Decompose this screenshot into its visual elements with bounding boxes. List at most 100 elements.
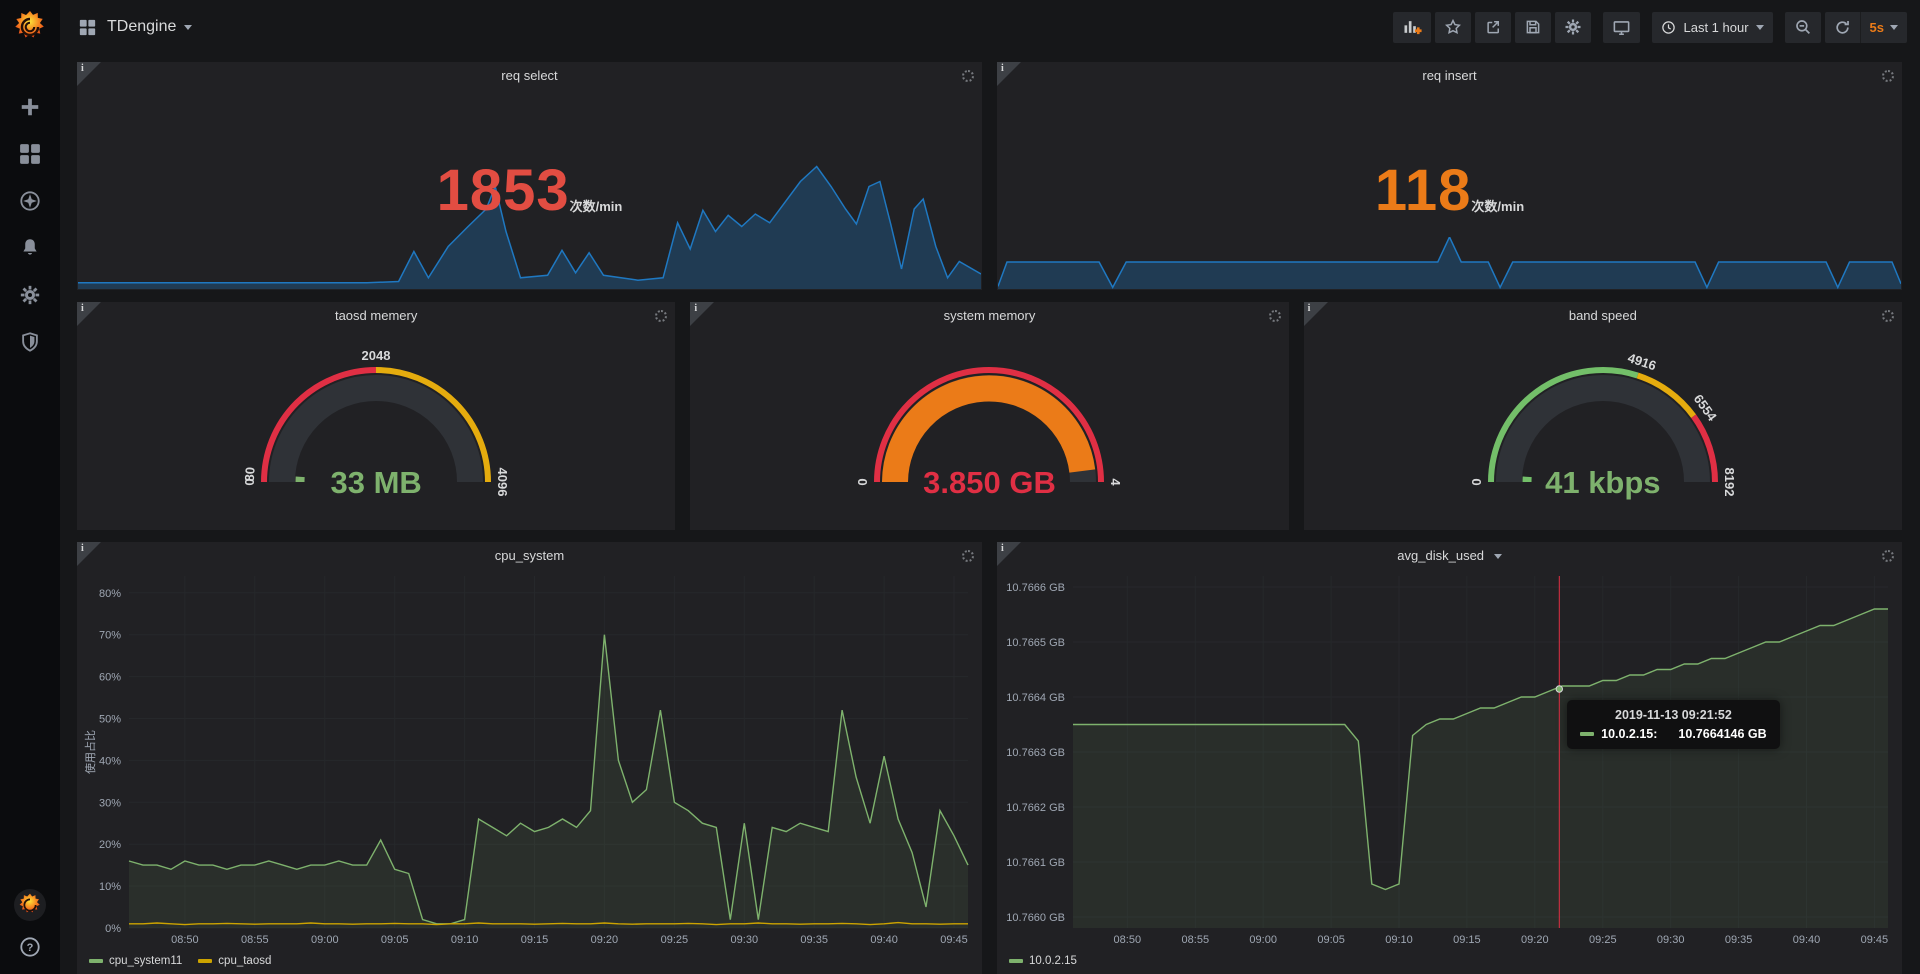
dashboard-settings-button[interactable] bbox=[1555, 12, 1591, 43]
explore-compass-icon[interactable] bbox=[19, 190, 41, 212]
save-icon bbox=[1524, 18, 1542, 36]
svg-text:08:50: 08:50 bbox=[171, 934, 199, 946]
svg-text:10.7660 GB: 10.7660 GB bbox=[1006, 912, 1065, 924]
server-admin-shield-icon[interactable] bbox=[19, 331, 41, 353]
svg-text:40%: 40% bbox=[99, 755, 121, 767]
refresh-interval-label: 5s bbox=[1870, 20, 1884, 35]
grafana-logo-icon bbox=[13, 10, 47, 44]
singlestat-unit: 次数/min bbox=[570, 196, 623, 220]
svg-text:60%: 60% bbox=[99, 672, 121, 684]
legend-item[interactable]: cpu_system11 bbox=[89, 955, 182, 967]
panel-info-corner[interactable]: i bbox=[77, 302, 101, 326]
svg-text:10.7662 GB: 10.7662 GB bbox=[1006, 802, 1065, 814]
star-dashboard-button[interactable] bbox=[1435, 12, 1471, 43]
svg-text:2048: 2048 bbox=[362, 348, 391, 363]
gauge-value: 3.850 GB bbox=[690, 465, 1288, 501]
side-menu: ? bbox=[0, 54, 60, 974]
chevron-down-icon bbox=[1494, 554, 1502, 559]
panel-title[interactable]: band speed bbox=[1304, 302, 1902, 328]
svg-text:0%: 0% bbox=[105, 923, 121, 935]
svg-text:09:35: 09:35 bbox=[1725, 934, 1753, 946]
panel-title[interactable]: req insert bbox=[997, 62, 1902, 88]
svg-text:09:15: 09:15 bbox=[521, 934, 549, 946]
panel-title[interactable]: req select bbox=[77, 62, 982, 88]
chevron-down-icon bbox=[1890, 25, 1898, 30]
share-dashboard-button[interactable] bbox=[1475, 12, 1511, 43]
sparkline-chart[interactable] bbox=[998, 237, 1901, 289]
share-icon bbox=[1484, 18, 1502, 36]
timeseries-chart[interactable]: 0%10%20%30%40%50%60%70%80%08:5008:5509:0… bbox=[81, 568, 974, 948]
panel-info-corner[interactable]: i bbox=[690, 302, 714, 326]
singlestat-value-wrap: 118 次数/min bbox=[997, 162, 1902, 220]
svg-text:09:05: 09:05 bbox=[381, 934, 409, 946]
gauge-value: 41 kbps bbox=[1304, 465, 1902, 501]
dashboard-grid-icon[interactable] bbox=[79, 19, 96, 36]
create-plus-icon[interactable] bbox=[19, 96, 41, 118]
grafana-logo[interactable] bbox=[0, 0, 60, 54]
legend-color-dash bbox=[198, 959, 212, 963]
add-panel-button[interactable] bbox=[1393, 12, 1431, 43]
svg-text:09:10: 09:10 bbox=[1385, 934, 1413, 946]
panel-title: avg_disk_used bbox=[1397, 548, 1484, 563]
panel-info-corner[interactable]: i bbox=[997, 542, 1021, 566]
singlestat-unit: 次数/min bbox=[1471, 196, 1524, 220]
refresh-button[interactable] bbox=[1825, 12, 1861, 43]
svg-text:50%: 50% bbox=[99, 714, 121, 726]
configuration-gear-icon[interactable] bbox=[19, 284, 41, 306]
svg-text:09:40: 09:40 bbox=[1793, 934, 1821, 946]
refresh-interval-dropdown[interactable]: 5s bbox=[1861, 12, 1907, 43]
user-avatar[interactable] bbox=[14, 889, 46, 921]
panel-loading-spinner bbox=[1882, 550, 1894, 562]
panel-title[interactable]: cpu_system bbox=[77, 542, 982, 568]
svg-text:09:00: 09:00 bbox=[311, 934, 339, 946]
svg-text:80%: 80% bbox=[99, 588, 121, 600]
time-range-picker[interactable]: Last 1 hour bbox=[1652, 12, 1772, 43]
panel-band-speed: i band speed 0491665548192 41 kbps bbox=[1304, 302, 1902, 530]
cycle-view-mode-button[interactable] bbox=[1603, 12, 1640, 43]
legend-item[interactable]: 10.0.2.15 bbox=[1009, 955, 1077, 967]
svg-text:09:15: 09:15 bbox=[1453, 934, 1481, 946]
zoom-out-time-button[interactable] bbox=[1785, 12, 1821, 43]
legend-color-dash bbox=[89, 959, 103, 963]
panel-title-dropdown[interactable]: avg_disk_used bbox=[997, 542, 1902, 568]
chart-legend: cpu_system11 cpu_taosd bbox=[89, 955, 271, 967]
legend-item[interactable]: cpu_taosd bbox=[198, 955, 271, 967]
alerting-bell-icon[interactable] bbox=[19, 237, 41, 259]
svg-text:使用占比: 使用占比 bbox=[83, 730, 97, 774]
zoom-out-icon bbox=[1794, 18, 1812, 36]
save-dashboard-button[interactable] bbox=[1515, 12, 1551, 43]
graph-tooltip: 2019-11-13 09:21:52 10.0.2.15: 10.766414… bbox=[1567, 700, 1780, 749]
panel-info-corner[interactable]: i bbox=[77, 62, 101, 86]
panel-loading-spinner bbox=[1882, 310, 1894, 322]
help-icon[interactable]: ? bbox=[19, 936, 41, 958]
panel-info-corner[interactable]: i bbox=[77, 542, 101, 566]
clock-icon bbox=[1661, 20, 1676, 35]
chevron-down-icon bbox=[184, 25, 192, 30]
time-range-label: Last 1 hour bbox=[1683, 20, 1748, 35]
panel-loading-spinner bbox=[1269, 310, 1281, 322]
avatar-logo-icon bbox=[18, 893, 42, 917]
svg-text:09:30: 09:30 bbox=[731, 934, 759, 946]
chart-legend: 10.0.2.15 bbox=[1009, 955, 1077, 967]
dashboards-icon[interactable] bbox=[19, 143, 41, 165]
chevron-down-icon bbox=[1756, 25, 1764, 30]
singlestat-value-wrap: 1853 次数/min bbox=[77, 162, 982, 220]
svg-text:10.7666 GB: 10.7666 GB bbox=[1006, 582, 1065, 594]
svg-text:10%: 10% bbox=[99, 881, 121, 893]
singlestat-value: 1853 bbox=[437, 162, 570, 220]
panel-cpu-system: i cpu_system 0%10%20%30%40%50%60%70%80%0… bbox=[77, 542, 982, 974]
legend-label: cpu_taosd bbox=[218, 955, 271, 967]
tooltip-series: 10.0.2.15: bbox=[1601, 727, 1657, 741]
panel-req-select: i req select 1853 次数/min bbox=[77, 62, 982, 290]
panel-info-corner[interactable]: i bbox=[1304, 302, 1328, 326]
panel-title[interactable]: system memory bbox=[690, 302, 1288, 328]
dashboard-title-dropdown[interactable]: TDengine bbox=[107, 18, 192, 36]
timeseries-chart[interactable]: 10.7660 GB10.7661 GB10.7662 GB10.7663 GB… bbox=[1001, 568, 1894, 948]
legend-label: 10.0.2.15 bbox=[1029, 955, 1077, 967]
panel-avg-disk-used: i avg_disk_used 10.7660 GB10.7661 GB10.7… bbox=[997, 542, 1902, 974]
tooltip-time: 2019-11-13 09:21:52 bbox=[1580, 708, 1767, 722]
star-icon bbox=[1444, 18, 1462, 36]
panel-info-corner[interactable]: i bbox=[997, 62, 1021, 86]
gauge-value: 33 MB bbox=[77, 465, 675, 501]
panel-title[interactable]: taosd memery bbox=[77, 302, 675, 328]
